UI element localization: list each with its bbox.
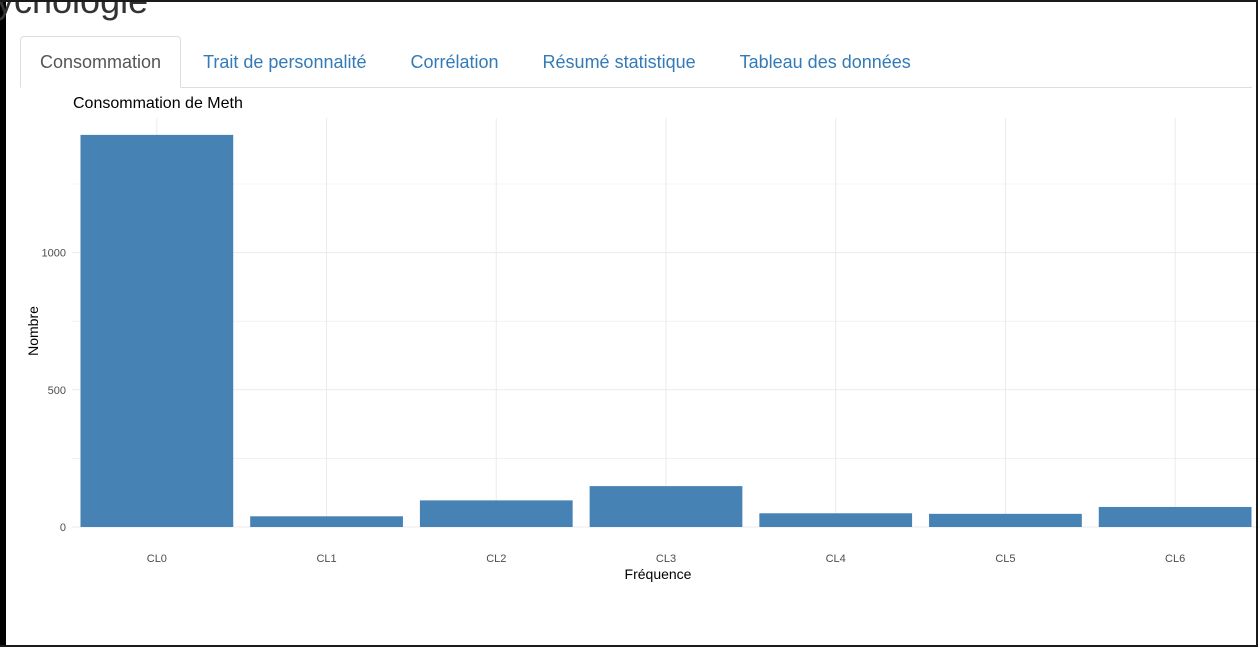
tab-trait-de-personnalite[interactable]: Trait de personnalité bbox=[203, 52, 367, 72]
bar-cl5 bbox=[929, 513, 1082, 527]
bar-chart: 0 500 1000 CL0 CL1 CL2 CL3 CL4 CL5 CL6 Consommat… bbox=[25, 95, 1260, 582]
y-axis-ticks: 0 500 1000 bbox=[42, 248, 66, 534]
x-tick-label: CL6 bbox=[1165, 553, 1185, 565]
y-axis-title: Nombre bbox=[25, 306, 41, 356]
chart-bars bbox=[80, 134, 1252, 528]
page-title: ychologie bbox=[0, 0, 149, 21]
bar-cl3 bbox=[589, 486, 743, 527]
tab-panel-consommation: 0 500 1000 CL0 CL1 CL2 CL3 CL4 CL5 CL6 Consommat… bbox=[20, 88, 1260, 608]
bar-cl4 bbox=[759, 513, 913, 527]
y-tick-label: 500 bbox=[48, 385, 66, 397]
x-tick-label: CL0 bbox=[147, 553, 167, 565]
window-left-edge bbox=[0, 0, 6, 647]
tab-tableau-des-donnees[interactable]: Tableau des données bbox=[739, 52, 911, 72]
x-tick-label: CL2 bbox=[486, 553, 506, 565]
x-tick-label: CL5 bbox=[995, 553, 1015, 565]
bar-cl2 bbox=[419, 500, 573, 527]
tab-consommation[interactable]: Consommation bbox=[20, 36, 182, 88]
tab-resume-statistique[interactable]: Résumé statistique bbox=[542, 52, 696, 72]
tab-correlation[interactable]: Corrélation bbox=[410, 52, 499, 72]
x-axis-ticks: CL0 CL1 CL2 CL3 CL4 CL5 CL6 bbox=[147, 553, 1185, 565]
x-tick-label: CL3 bbox=[656, 553, 676, 565]
bar-cl0 bbox=[80, 134, 234, 528]
y-tick-label: 1000 bbox=[42, 248, 66, 260]
x-tick-label: CL4 bbox=[826, 553, 846, 565]
x-tick-label: CL1 bbox=[316, 553, 336, 565]
bar-cl1 bbox=[250, 516, 403, 527]
bar-cl6 bbox=[1098, 506, 1252, 527]
y-tick-label: 0 bbox=[60, 522, 66, 534]
tab-bar: Consommation Trait de personnalité Corré… bbox=[20, 36, 1252, 88]
x-axis-title: Fréquence bbox=[625, 566, 692, 582]
chart-title: Consommation de Meth bbox=[73, 95, 243, 112]
chart-grid bbox=[72, 118, 1260, 528]
